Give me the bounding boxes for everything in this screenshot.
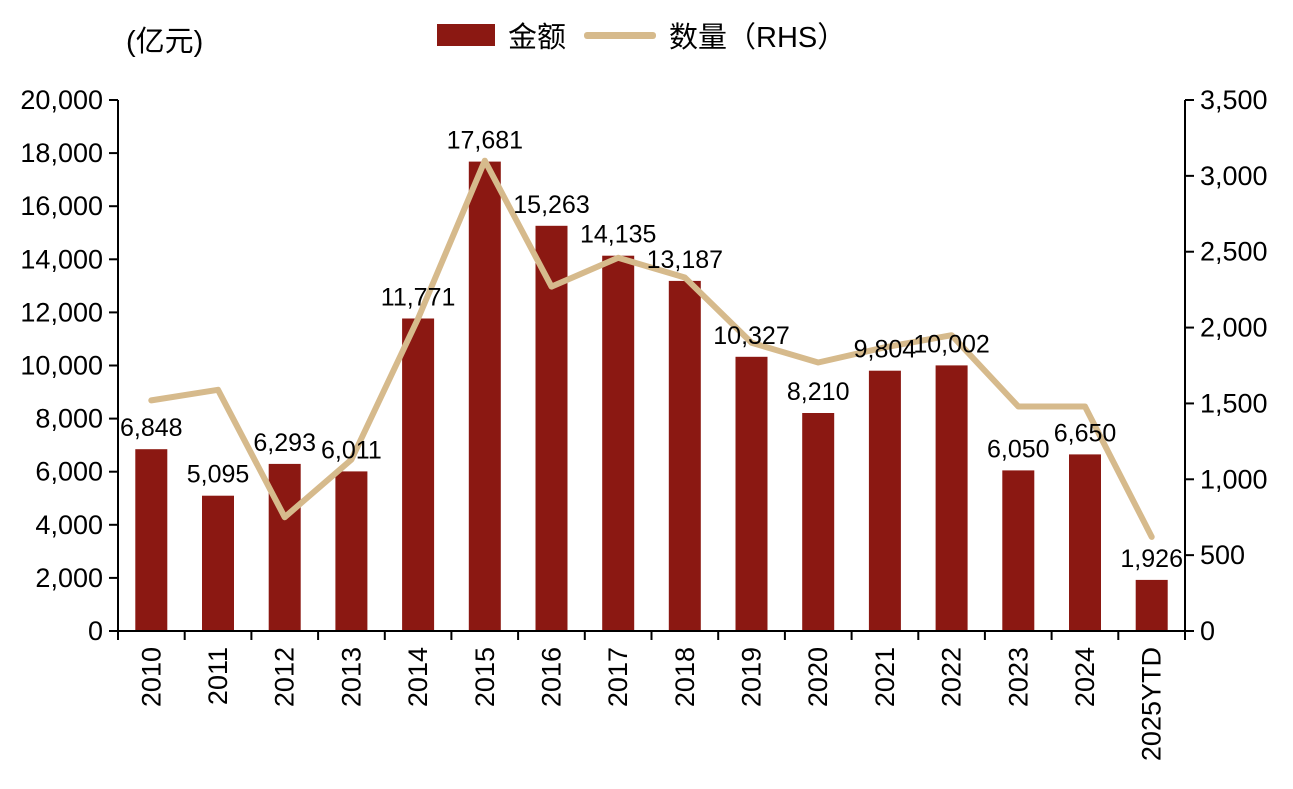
x-axis-category-label: 2012 (270, 647, 300, 707)
bar-series-label: 金额 (508, 22, 567, 54)
left-axis-tick-label: 4,000 (35, 510, 103, 540)
x-axis-category-label: 2011 (203, 647, 233, 705)
x-axis-category-label: 2021 (870, 647, 900, 707)
bar-value-label: 11,771 (381, 284, 456, 312)
x-axis-category-label: 2023 (1003, 647, 1033, 707)
bar-value-label: 1,926 (1120, 545, 1183, 573)
left-axis-unit-label: (亿元) (126, 26, 204, 58)
x-axis-category-label: 2018 (670, 647, 700, 707)
x-axis-category-label: 2016 (537, 647, 567, 707)
line-series-label: 数量（RHS） (669, 22, 847, 54)
chart-header: (亿元) 金额 数量（RHS） (0, 0, 1293, 70)
right-axis-tick-label: 1,000 (1200, 464, 1268, 494)
x-axis-category-label: 2020 (803, 647, 833, 707)
bar-value-label: 6,050 (987, 435, 1050, 463)
bar-value-label: 5,095 (187, 461, 250, 489)
x-axis-category-label: 2017 (603, 647, 633, 707)
right-axis-tick-label: 0 (1200, 616, 1215, 646)
amount-bar (1135, 579, 1168, 631)
amount-bar (1069, 454, 1101, 631)
bar-value-label: 9,804 (854, 336, 917, 364)
bar-value-label: 6,650 (1054, 419, 1117, 447)
left-axis-tick-label: 8,000 (35, 404, 103, 434)
amount-bar (468, 161, 501, 631)
amount-bar (402, 318, 435, 631)
right-axis-tick-label: 2,500 (1200, 237, 1268, 267)
x-axis-category-label: 2024 (1070, 647, 1100, 707)
amount-bar (1002, 470, 1035, 631)
bar-value-label: 6,293 (253, 429, 316, 457)
legend-item-quantity: 数量（RHS） (584, 14, 846, 56)
bar-value-label: 10,327 (713, 322, 789, 350)
left-axis-tick-label: 12,000 (20, 297, 103, 327)
bar-value-label: 13,187 (647, 246, 723, 274)
right-axis-tick-label: 500 (1200, 540, 1245, 570)
left-axis-tick-label: 20,000 (20, 85, 103, 115)
left-axis-tick-label: 6,000 (35, 457, 103, 487)
left-axis-tick-label: 0 (88, 616, 103, 646)
amount-bar (135, 449, 168, 631)
legend-item-amount: 金额 (437, 14, 566, 56)
amount-bar (602, 255, 635, 631)
left-axis-tick-label: 10,000 (20, 351, 103, 381)
right-axis-tick-label: 3,500 (1200, 85, 1268, 115)
line-series-swatch (584, 31, 657, 39)
amount-bar (935, 365, 968, 631)
left-axis-tick-label: 2,000 (35, 563, 103, 593)
left-axis-tick-label: 18,000 (20, 138, 103, 168)
x-axis-category-label: 2015 (470, 647, 500, 707)
amount-bar (802, 413, 835, 631)
bar-value-label: 6,848 (120, 414, 183, 442)
bar-value-label: 15,263 (513, 191, 589, 219)
amount-bar (202, 495, 234, 631)
right-axis-tick-label: 1,500 (1200, 388, 1268, 418)
quantity-line (148, 157, 1155, 540)
left-axis-tick-label: 16,000 (20, 191, 103, 221)
amount-bar (268, 463, 301, 631)
bar-series-swatch (437, 24, 495, 46)
x-axis-category-label: 2019 (737, 647, 767, 707)
x-axis-category-label: 2013 (336, 647, 366, 707)
bar-value-label: 14,135 (580, 221, 656, 249)
right-axis-tick-label: 2,000 (1200, 313, 1268, 343)
bar-value-label: 10,002 (913, 330, 989, 358)
left-axis-tick-label: 14,000 (20, 244, 103, 274)
amount-bar (668, 280, 701, 631)
x-axis-category-label: 2022 (937, 647, 967, 707)
bar-value-label: 6,011 (321, 436, 382, 464)
legend: 金额 数量（RHS） (437, 14, 846, 56)
amount-bar (335, 471, 368, 631)
bar-value-label: 8,210 (787, 378, 850, 406)
bar-value-label: 17,681 (447, 127, 523, 155)
x-axis-category-label: 2014 (403, 647, 433, 707)
x-axis-category-label: 2025YTD (1137, 647, 1167, 761)
amount-bar (535, 225, 568, 632)
right-axis-tick-label: 3,000 (1200, 161, 1268, 191)
amount-bar (735, 356, 768, 631)
amount-bar (868, 370, 901, 631)
x-axis-category-label: 2010 (136, 647, 166, 707)
